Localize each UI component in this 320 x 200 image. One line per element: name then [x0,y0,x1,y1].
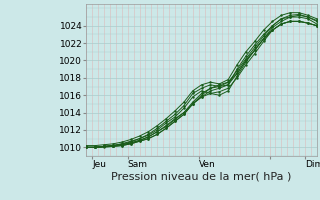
X-axis label: Pression niveau de la mer( hPa ): Pression niveau de la mer( hPa ) [111,172,292,182]
